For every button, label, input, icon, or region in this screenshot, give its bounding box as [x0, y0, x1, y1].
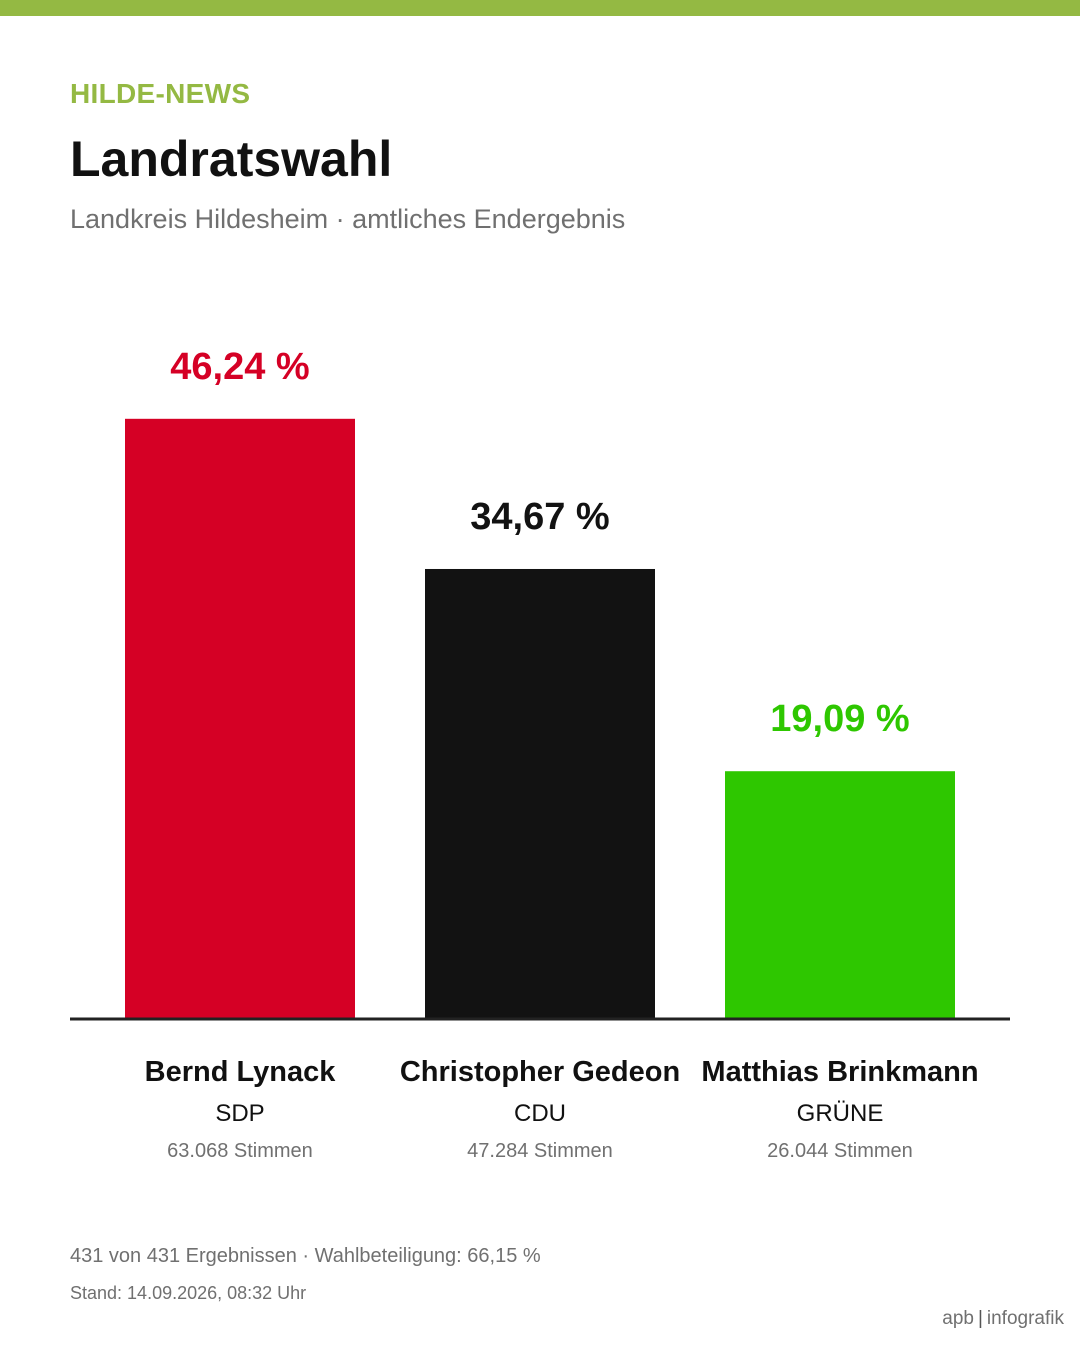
credit: apb | infografik	[942, 1308, 1064, 1330]
candidate-name-2: Christopher Gedeon	[400, 1056, 680, 1088]
credit-left: apb	[942, 1308, 974, 1329]
page-title: Landratswahl	[70, 131, 393, 187]
party-label-3: GRÜNE	[797, 1100, 884, 1127]
candidate-name-1: Bernd Lynack	[145, 1056, 337, 1088]
value-label-2: 34,67 %	[470, 496, 609, 538]
votes-label-3: 26.044 Stimmen	[767, 1140, 913, 1162]
brand-label: HILDE-NEWS	[70, 78, 251, 109]
party-label-2: CDU	[514, 1100, 566, 1127]
credit-right: infografik	[986, 1308, 1064, 1329]
value-label-1: 46,24 %	[170, 346, 309, 388]
bar-1	[125, 418, 355, 1019]
results-note: 431 von 431 Ergebnissen · Wahlbeteiligun…	[70, 1245, 541, 1267]
votes-label-1: 63.068 Stimmen	[167, 1140, 313, 1162]
credit-separator: |	[977, 1308, 983, 1329]
bar-3	[725, 771, 955, 1019]
top-accent-bar	[0, 0, 1080, 16]
votes-label-2: 47.284 Stimmen	[467, 1140, 613, 1162]
party-label-1: SDP	[215, 1100, 264, 1127]
value-label-3: 19,09 %	[770, 698, 909, 740]
bar-2	[425, 568, 655, 1019]
timestamp: Stand: 14.09.2026, 08:32 Uhr	[70, 1283, 307, 1303]
page-subtitle: Landkreis Hildesheim · amtliches Enderge…	[70, 204, 626, 234]
candidate-name-3: Matthias Brinkmann	[701, 1056, 978, 1088]
